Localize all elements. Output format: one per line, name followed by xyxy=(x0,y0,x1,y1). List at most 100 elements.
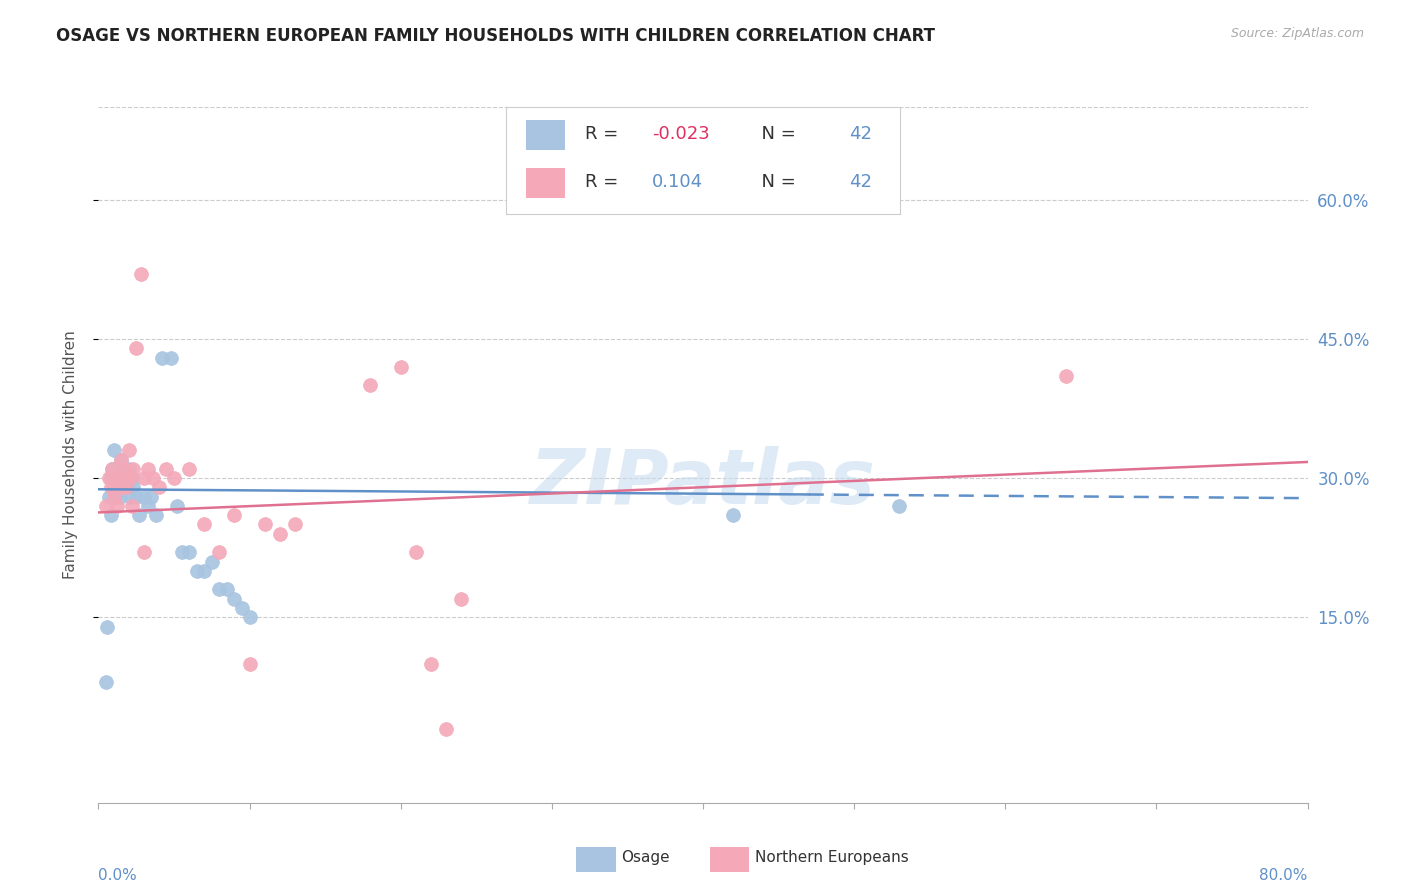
Point xyxy=(108,480,131,494)
Point xyxy=(114,480,136,494)
Point xyxy=(889,499,911,513)
Point xyxy=(115,471,138,485)
Point xyxy=(142,471,165,485)
Point xyxy=(186,564,208,578)
Point xyxy=(125,490,148,504)
Point xyxy=(104,471,127,485)
Point xyxy=(723,508,745,523)
Point xyxy=(179,462,201,476)
Point xyxy=(284,517,307,532)
Bar xyxy=(526,168,565,198)
Point xyxy=(125,341,148,355)
Point xyxy=(94,499,117,513)
Point xyxy=(208,545,231,559)
Text: OSAGE VS NORTHERN EUROPEAN FAMILY HOUSEHOLDS WITH CHILDREN CORRELATION CHART: OSAGE VS NORTHERN EUROPEAN FAMILY HOUSEH… xyxy=(56,27,935,45)
Point xyxy=(121,471,143,485)
Point xyxy=(115,480,138,494)
Point xyxy=(132,471,155,485)
Point xyxy=(163,471,186,485)
Point xyxy=(215,582,238,597)
Point xyxy=(136,462,159,476)
Text: R =: R = xyxy=(585,125,624,143)
Point xyxy=(118,462,141,476)
Point xyxy=(208,582,231,597)
Point xyxy=(118,443,141,458)
Text: N =: N = xyxy=(751,125,801,143)
Point xyxy=(103,480,125,494)
Point xyxy=(132,490,155,504)
Point xyxy=(111,480,134,494)
Point xyxy=(360,378,382,392)
Point xyxy=(122,462,145,476)
Point xyxy=(166,499,188,513)
Point xyxy=(120,490,142,504)
Point xyxy=(148,480,170,494)
Point xyxy=(107,471,129,485)
Point xyxy=(110,452,132,467)
Point xyxy=(101,462,124,476)
Point xyxy=(269,526,291,541)
Point xyxy=(239,657,262,671)
Point xyxy=(224,508,246,523)
Point xyxy=(100,508,122,523)
Point xyxy=(112,462,135,476)
Point xyxy=(389,359,412,374)
Point xyxy=(96,619,118,633)
Text: 42: 42 xyxy=(849,125,872,143)
Point xyxy=(105,471,128,485)
Bar xyxy=(526,120,565,150)
Text: 42: 42 xyxy=(849,173,872,191)
Text: N =: N = xyxy=(751,173,801,191)
Point xyxy=(405,545,427,559)
Text: 0.104: 0.104 xyxy=(652,173,703,191)
Point xyxy=(136,499,159,513)
Point xyxy=(100,471,122,485)
Point xyxy=(253,517,276,532)
Point xyxy=(100,480,122,494)
Point xyxy=(110,452,132,467)
Y-axis label: Family Households with Children: Family Households with Children xyxy=(63,331,77,579)
Point xyxy=(160,351,183,365)
Point xyxy=(179,545,201,559)
Point xyxy=(108,490,131,504)
Text: Northern Europeans: Northern Europeans xyxy=(755,850,908,864)
Point xyxy=(101,462,124,476)
Point xyxy=(121,499,143,513)
Point xyxy=(239,610,262,624)
Point xyxy=(111,462,134,476)
Text: Source: ZipAtlas.com: Source: ZipAtlas.com xyxy=(1230,27,1364,40)
Point xyxy=(155,462,177,476)
Text: Osage: Osage xyxy=(621,850,671,864)
Point xyxy=(114,471,136,485)
Point xyxy=(98,490,121,504)
Point xyxy=(231,601,253,615)
Point xyxy=(120,471,142,485)
Point xyxy=(105,499,128,513)
Point xyxy=(434,722,457,736)
Point xyxy=(224,591,246,606)
Point xyxy=(103,490,125,504)
Point xyxy=(94,675,117,690)
Point xyxy=(170,545,193,559)
Point xyxy=(201,555,224,569)
Text: -0.023: -0.023 xyxy=(652,125,710,143)
Point xyxy=(128,508,150,523)
Point xyxy=(1054,369,1077,384)
Text: 0.0%: 0.0% xyxy=(98,868,138,883)
Point xyxy=(145,508,167,523)
Point xyxy=(150,351,173,365)
Point xyxy=(107,480,129,494)
Point xyxy=(132,545,155,559)
Point xyxy=(122,480,145,494)
Point xyxy=(129,267,152,281)
Point xyxy=(103,443,125,458)
Point xyxy=(420,657,443,671)
Point xyxy=(141,490,163,504)
Point xyxy=(193,564,215,578)
Point xyxy=(98,471,121,485)
Text: R =: R = xyxy=(585,173,624,191)
Point xyxy=(193,517,215,532)
Point xyxy=(450,591,472,606)
Point xyxy=(112,471,135,485)
Point xyxy=(104,490,127,504)
